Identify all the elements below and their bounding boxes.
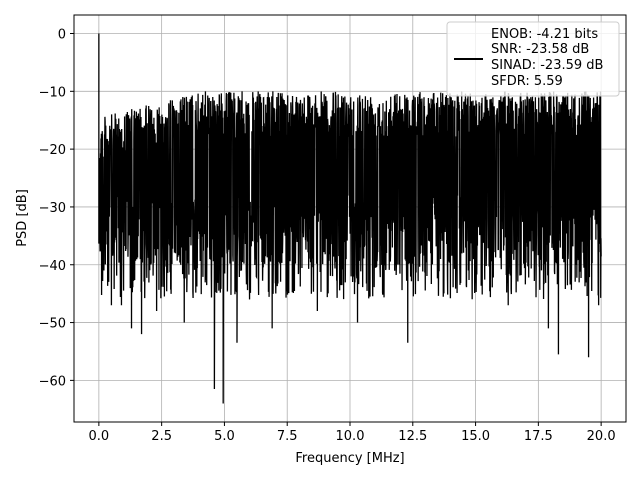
y-tick-label: −40 [39, 259, 66, 274]
x-axis-label: Frequency [MHz] [295, 451, 404, 466]
x-tick-label: 10.0 [336, 429, 365, 444]
x-tick-label: 0.0 [89, 429, 110, 444]
psd-series [98, 33, 602, 404]
x-tick-label: 7.5 [277, 429, 298, 444]
y-tick-label: 0 [58, 28, 66, 43]
x-tick-label: 15.0 [461, 429, 490, 444]
x-tick-label: 20.0 [587, 429, 616, 444]
legend-entry-snr: SNR: -23.58 dB [491, 42, 589, 57]
y-tick-label: −60 [39, 374, 66, 389]
legend-box [446, 21, 620, 97]
legend: ENOB: -4.21 bits SNR: -23.58 dB SINAD: -… [446, 21, 620, 97]
y-tick-label: −20 [39, 143, 66, 158]
x-axis-ticks: 0.0 2.5 5.0 7.5 10.0 12.5 15.0 17.5 20.0 [89, 422, 616, 444]
y-tick-label: −50 [39, 317, 66, 332]
x-tick-label: 2.5 [151, 429, 172, 444]
legend-entry-sinad: SINAD: -23.59 dB [491, 58, 603, 73]
legend-entry-enob: ENOB: -4.21 bits [491, 27, 598, 42]
x-tick-label: 12.5 [398, 429, 427, 444]
legend-entry-sfdr: SFDR: 5.59 [491, 74, 563, 89]
x-tick-label: 17.5 [524, 429, 553, 444]
y-axis-label: PSD [dB] [15, 189, 30, 247]
y-axis-ticks: 0 −10 −20 −30 −40 −50 −60 [39, 28, 74, 389]
y-tick-label: −10 [39, 85, 66, 100]
psd-line [98, 33, 602, 404]
x-tick-label: 5.0 [214, 429, 235, 444]
y-tick-label: −30 [39, 201, 66, 216]
